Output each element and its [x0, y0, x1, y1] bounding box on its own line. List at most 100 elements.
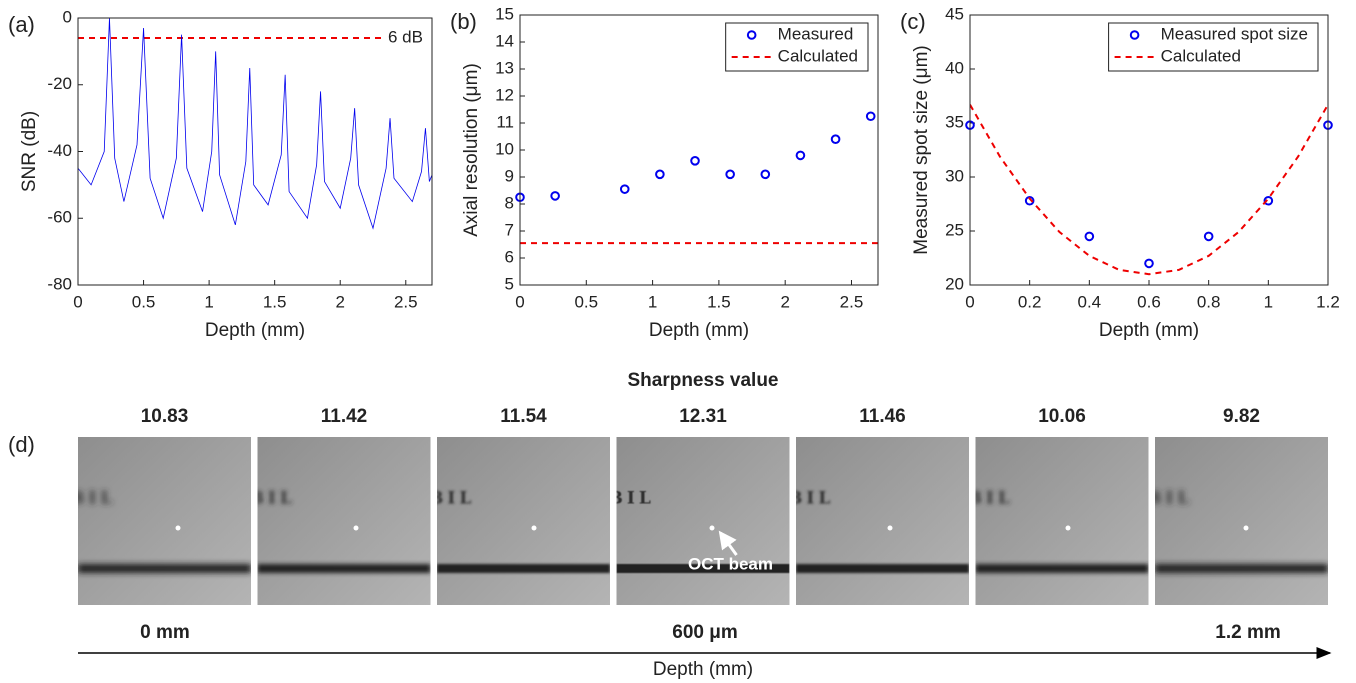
beam-spot	[353, 525, 359, 531]
y-tick-label: -40	[47, 141, 72, 160]
marker	[550, 191, 560, 201]
y-axis-label: Axial resolution (μm)	[461, 63, 482, 237]
x-tick-label: 2	[780, 292, 789, 311]
y-tick-label: 14	[495, 31, 514, 50]
image-bg	[1155, 437, 1328, 605]
panel-label: (c)	[900, 9, 926, 34]
y-tick-label: 35	[945, 112, 964, 131]
image-letters: BIL	[968, 489, 1014, 509]
marker	[619, 184, 630, 194]
y-tick-label: 5	[505, 274, 514, 293]
marker	[865, 111, 876, 122]
x-tick-label: 2	[335, 292, 344, 311]
y-tick-label: 7	[505, 220, 514, 239]
image-content: BIL	[968, 489, 1149, 573]
strip-title: Sharpness value	[627, 370, 778, 391]
legend-label: Measured	[778, 24, 854, 43]
beam-spot	[887, 525, 893, 531]
y-tick-label: 12	[495, 85, 514, 104]
x-tick-label: 1	[204, 292, 213, 311]
y-tick-label: -60	[47, 208, 72, 227]
image: BIL	[70, 437, 251, 605]
y-tick-label: 10	[495, 139, 514, 158]
beam-spot	[709, 525, 715, 531]
sharpness-value: 11.54	[500, 406, 547, 427]
x-tick-label: 1	[1264, 292, 1273, 311]
marker	[1144, 258, 1154, 269]
y-tick-label: 45	[945, 4, 964, 23]
plot-frame	[77, 17, 433, 286]
image-line	[257, 564, 431, 573]
image: BIL	[250, 437, 431, 605]
image-line	[796, 564, 969, 573]
legend: Measured Calculated	[725, 22, 869, 72]
x-tick-label: 1.2	[1316, 292, 1340, 311]
series-line	[78, 18, 432, 230]
y-tick-label: 0	[63, 7, 72, 26]
image-letters: BIL	[70, 489, 116, 509]
x-tick-label: 2.5	[394, 292, 418, 311]
legend-box	[1108, 22, 1319, 72]
image-content: BIL	[250, 489, 431, 573]
image: BIL	[968, 437, 1149, 605]
x-tick-label: 0	[515, 292, 524, 311]
legend-label: Calculated	[778, 46, 858, 65]
image: BIL	[788, 437, 969, 605]
marker	[830, 134, 841, 144]
image-line	[616, 564, 790, 573]
image: BIL	[616, 437, 790, 605]
image-letters: BIL	[1147, 489, 1193, 509]
panel-label: (b)	[450, 9, 477, 34]
sharpness-value: 10.83	[141, 406, 189, 427]
y-axis-label: Measured spot size (μm)	[911, 45, 932, 254]
marker	[1263, 195, 1274, 206]
image-line	[975, 564, 1149, 573]
depth-label: 1.2 mm	[1215, 622, 1280, 643]
plot-frame	[519, 14, 879, 286]
sharpness-value: 11.46	[859, 406, 906, 427]
depth-label: 0 mm	[140, 622, 190, 643]
annotation: OCT beam	[688, 554, 773, 573]
threshold-label: 6 dB	[388, 28, 423, 47]
x-tick-label: 1.5	[707, 292, 731, 311]
image-bg	[257, 437, 431, 605]
beam-spot	[531, 525, 537, 531]
x-tick-label: 0.6	[1137, 292, 1161, 311]
marker	[725, 169, 735, 180]
y-tick-label: 11	[496, 112, 514, 131]
plot-frame	[969, 14, 1329, 286]
x-tick-label: 0.5	[574, 292, 598, 311]
marker	[760, 169, 771, 180]
y-axis-label: SNR (dB)	[19, 111, 40, 192]
y-tick-label: 40	[945, 58, 964, 77]
sharpness-value: 9.82	[1223, 406, 1260, 427]
y-tick-label: -20	[47, 74, 72, 93]
y-tick-label: 13	[495, 58, 514, 77]
image-letters: BIL	[788, 489, 834, 509]
image-line	[78, 564, 251, 573]
legend-label: Calculated	[1161, 46, 1241, 65]
annotation-arrow	[718, 530, 738, 556]
x-axis-label: Depth (mm)	[205, 320, 305, 341]
series-line	[970, 104, 1328, 276]
x-tick-label: 0.8	[1197, 292, 1221, 311]
x-tick-label: 0	[73, 292, 82, 311]
panel-label: (a)	[8, 12, 35, 37]
image-letters: BIL	[250, 489, 296, 509]
x-tick-label: 0.4	[1078, 292, 1102, 311]
y-tick-label: 15	[495, 4, 514, 23]
image-line	[437, 564, 610, 573]
beam-spot	[1243, 525, 1249, 531]
image-bg	[975, 437, 1149, 605]
beam-spot	[175, 525, 181, 531]
y-tick-label: 20	[945, 274, 964, 293]
sharpness-value: 12.31	[679, 406, 727, 427]
image-letters: BIL	[429, 489, 475, 509]
y-tick-label: 6	[505, 247, 514, 266]
image-line	[1155, 564, 1328, 573]
depth-axis-label: Depth (mm)	[653, 659, 753, 680]
sharpness-value: 11.42	[321, 406, 368, 427]
beam-spot	[1065, 525, 1071, 531]
x-axis-label: Depth (mm)	[649, 320, 749, 341]
legend-label: Measured spot size	[1161, 24, 1308, 43]
